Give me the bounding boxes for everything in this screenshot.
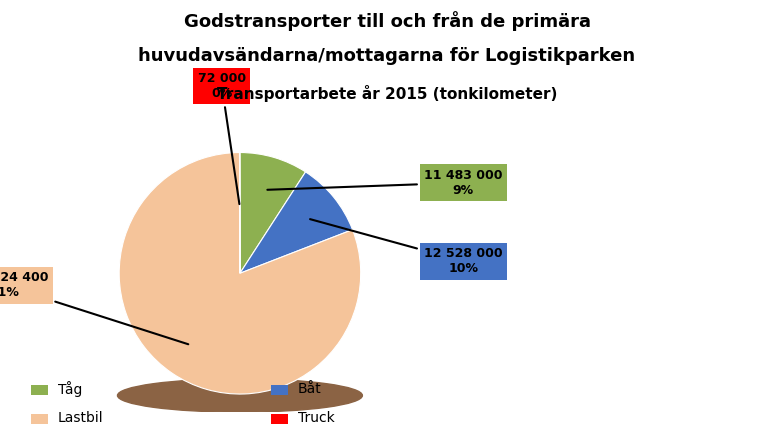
- Wedge shape: [119, 152, 361, 394]
- Ellipse shape: [118, 379, 362, 412]
- Text: Tåg: Tåg: [58, 381, 82, 397]
- Text: Godstransporter till och från de primära: Godstransporter till och från de primära: [183, 11, 591, 31]
- Text: Transportarbete år 2015 (tonkilometer): Transportarbete år 2015 (tonkilometer): [217, 85, 557, 102]
- Wedge shape: [240, 172, 352, 273]
- Text: huvudavsändarna/mottagarna för Logistikparken: huvudavsändarna/mottagarna för Logistikp…: [139, 47, 635, 65]
- Wedge shape: [240, 152, 306, 273]
- Text: Lastbil: Lastbil: [58, 411, 104, 425]
- Text: Truck: Truck: [298, 411, 334, 425]
- Text: 12 528 000
10%: 12 528 000 10%: [310, 219, 502, 275]
- Text: 72 000
0%: 72 000 0%: [198, 72, 246, 204]
- Text: Båt: Båt: [298, 382, 322, 396]
- Text: 11 483 000
9%: 11 483 000 9%: [267, 169, 502, 197]
- Text: 101 524 400
81%: 101 524 400 81%: [0, 271, 188, 344]
